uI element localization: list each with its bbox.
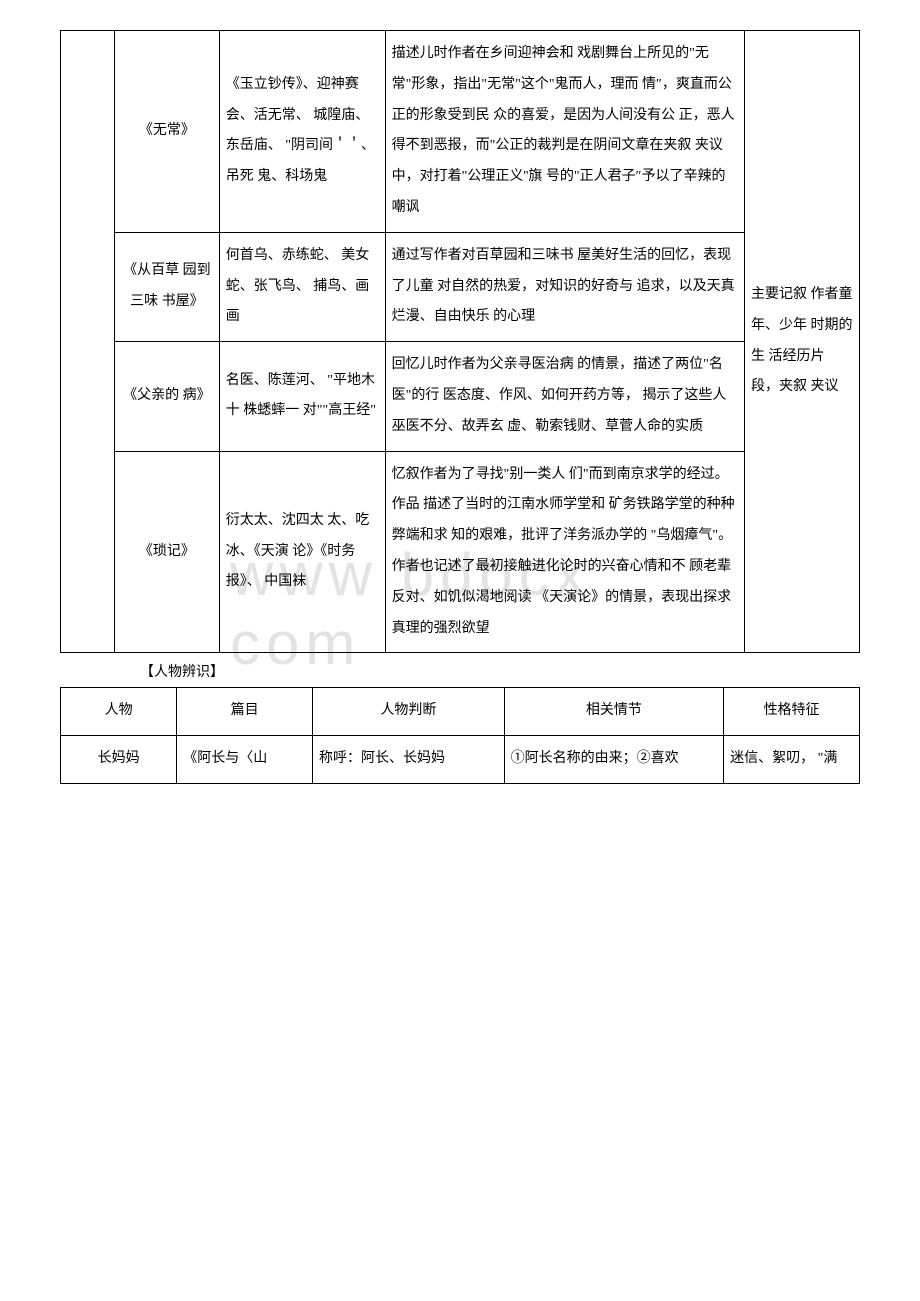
table-row: 《无常》 《玉立钞传》、迎神赛会、活无常、 城隍庙、东岳庙、 "阴司间＇＇、吊死… <box>61 31 860 233</box>
side-note-cell: 主要记叙 作者童 年、少年 时期的生 活经历片 段，夹叙 夹议 <box>744 31 859 653</box>
main-table: 《无常》 《玉立钞传》、迎神赛会、活无常、 城隍庙、东岳庙、 "阴司间＇＇、吊死… <box>60 30 860 653</box>
keywords-cell: 名医、陈莲河、 "平地木十 株蟋蟀一 对""高王经" <box>219 342 385 451</box>
keywords-cell: 《玉立钞传》、迎神赛会、活无常、 城隍庙、东岳庙、 "阴司间＇＇、吊死 鬼、科场… <box>219 31 385 233</box>
description-cell: 回忆儿时作者为父亲寻医治病 的情景，描述了两位"名医"的行 医态度、作风、如何开… <box>385 342 744 451</box>
description-cell: 通过写作者对百草园和三味书 屋美好生活的回忆，表现了儿童 对自然的热爱，对知识的… <box>385 232 744 341</box>
table-row: 《琐记》 衍太太、沈四太 太、吃冰、《天演 论》《时务报》、 中国袜 忆叙作者为… <box>61 451 860 653</box>
plot-cell: ①阿长名称的由来；②喜欢 <box>504 736 723 784</box>
empty-left-cell <box>61 31 115 653</box>
header-chapter: 篇目 <box>177 688 313 736</box>
table-row: 《父亲的 病》 名医、陈莲河、 "平地木十 株蟋蟀一 对""高王经" 回忆儿时作… <box>61 342 860 451</box>
article-title-cell: 《从百草 园到三味 书屋》 <box>114 232 219 341</box>
header-judge: 人物判断 <box>313 688 505 736</box>
keywords-cell: 衍太太、沈四太 太、吃冰、《天演 论》《时务报》、 中国袜 <box>219 451 385 653</box>
header-trait: 性格特征 <box>724 688 860 736</box>
article-title-cell: 《父亲的 病》 <box>114 342 219 451</box>
header-person: 人物 <box>61 688 177 736</box>
section-label: 【人物辨识】 <box>140 661 860 681</box>
article-title-cell: 《琐记》 <box>114 451 219 653</box>
page-content: 《无常》 《玉立钞传》、迎神赛会、活无常、 城隍庙、东岳庙、 "阴司间＇＇、吊死… <box>60 30 860 784</box>
description-cell: 忆叙作者为了寻找"别一类人 们"而到南京求学的经过。作品 描述了当时的江南水师学… <box>385 451 744 653</box>
keywords-cell: 何首乌、赤练蛇、 美女蛇、张飞鸟、 捕鸟、画画 <box>219 232 385 341</box>
character-table: 人物 篇目 人物判断 相关情节 性格特征 长妈妈 《阿长与〈山 称呼：阿长、长妈… <box>60 687 860 784</box>
trait-cell: 迷信、絮叨， "满 <box>724 736 860 784</box>
judge-cell: 称呼：阿长、长妈妈 <box>313 736 505 784</box>
description-cell: 描述儿时作者在乡间迎神会和 戏剧舞台上所见的"无常"形象，指出"无常"这个"鬼而… <box>385 31 744 233</box>
table-row: 《从百草 园到三味 书屋》 何首乌、赤练蛇、 美女蛇、张飞鸟、 捕鸟、画画 通过… <box>61 232 860 341</box>
header-plot: 相关情节 <box>504 688 723 736</box>
table-header-row: 人物 篇目 人物判断 相关情节 性格特征 <box>61 688 860 736</box>
table-row: 长妈妈 《阿长与〈山 称呼：阿长、长妈妈 ①阿长名称的由来；②喜欢 迷信、絮叨，… <box>61 736 860 784</box>
person-cell: 长妈妈 <box>61 736 177 784</box>
chapter-cell: 《阿长与〈山 <box>177 736 313 784</box>
article-title-cell: 《无常》 <box>114 31 219 233</box>
